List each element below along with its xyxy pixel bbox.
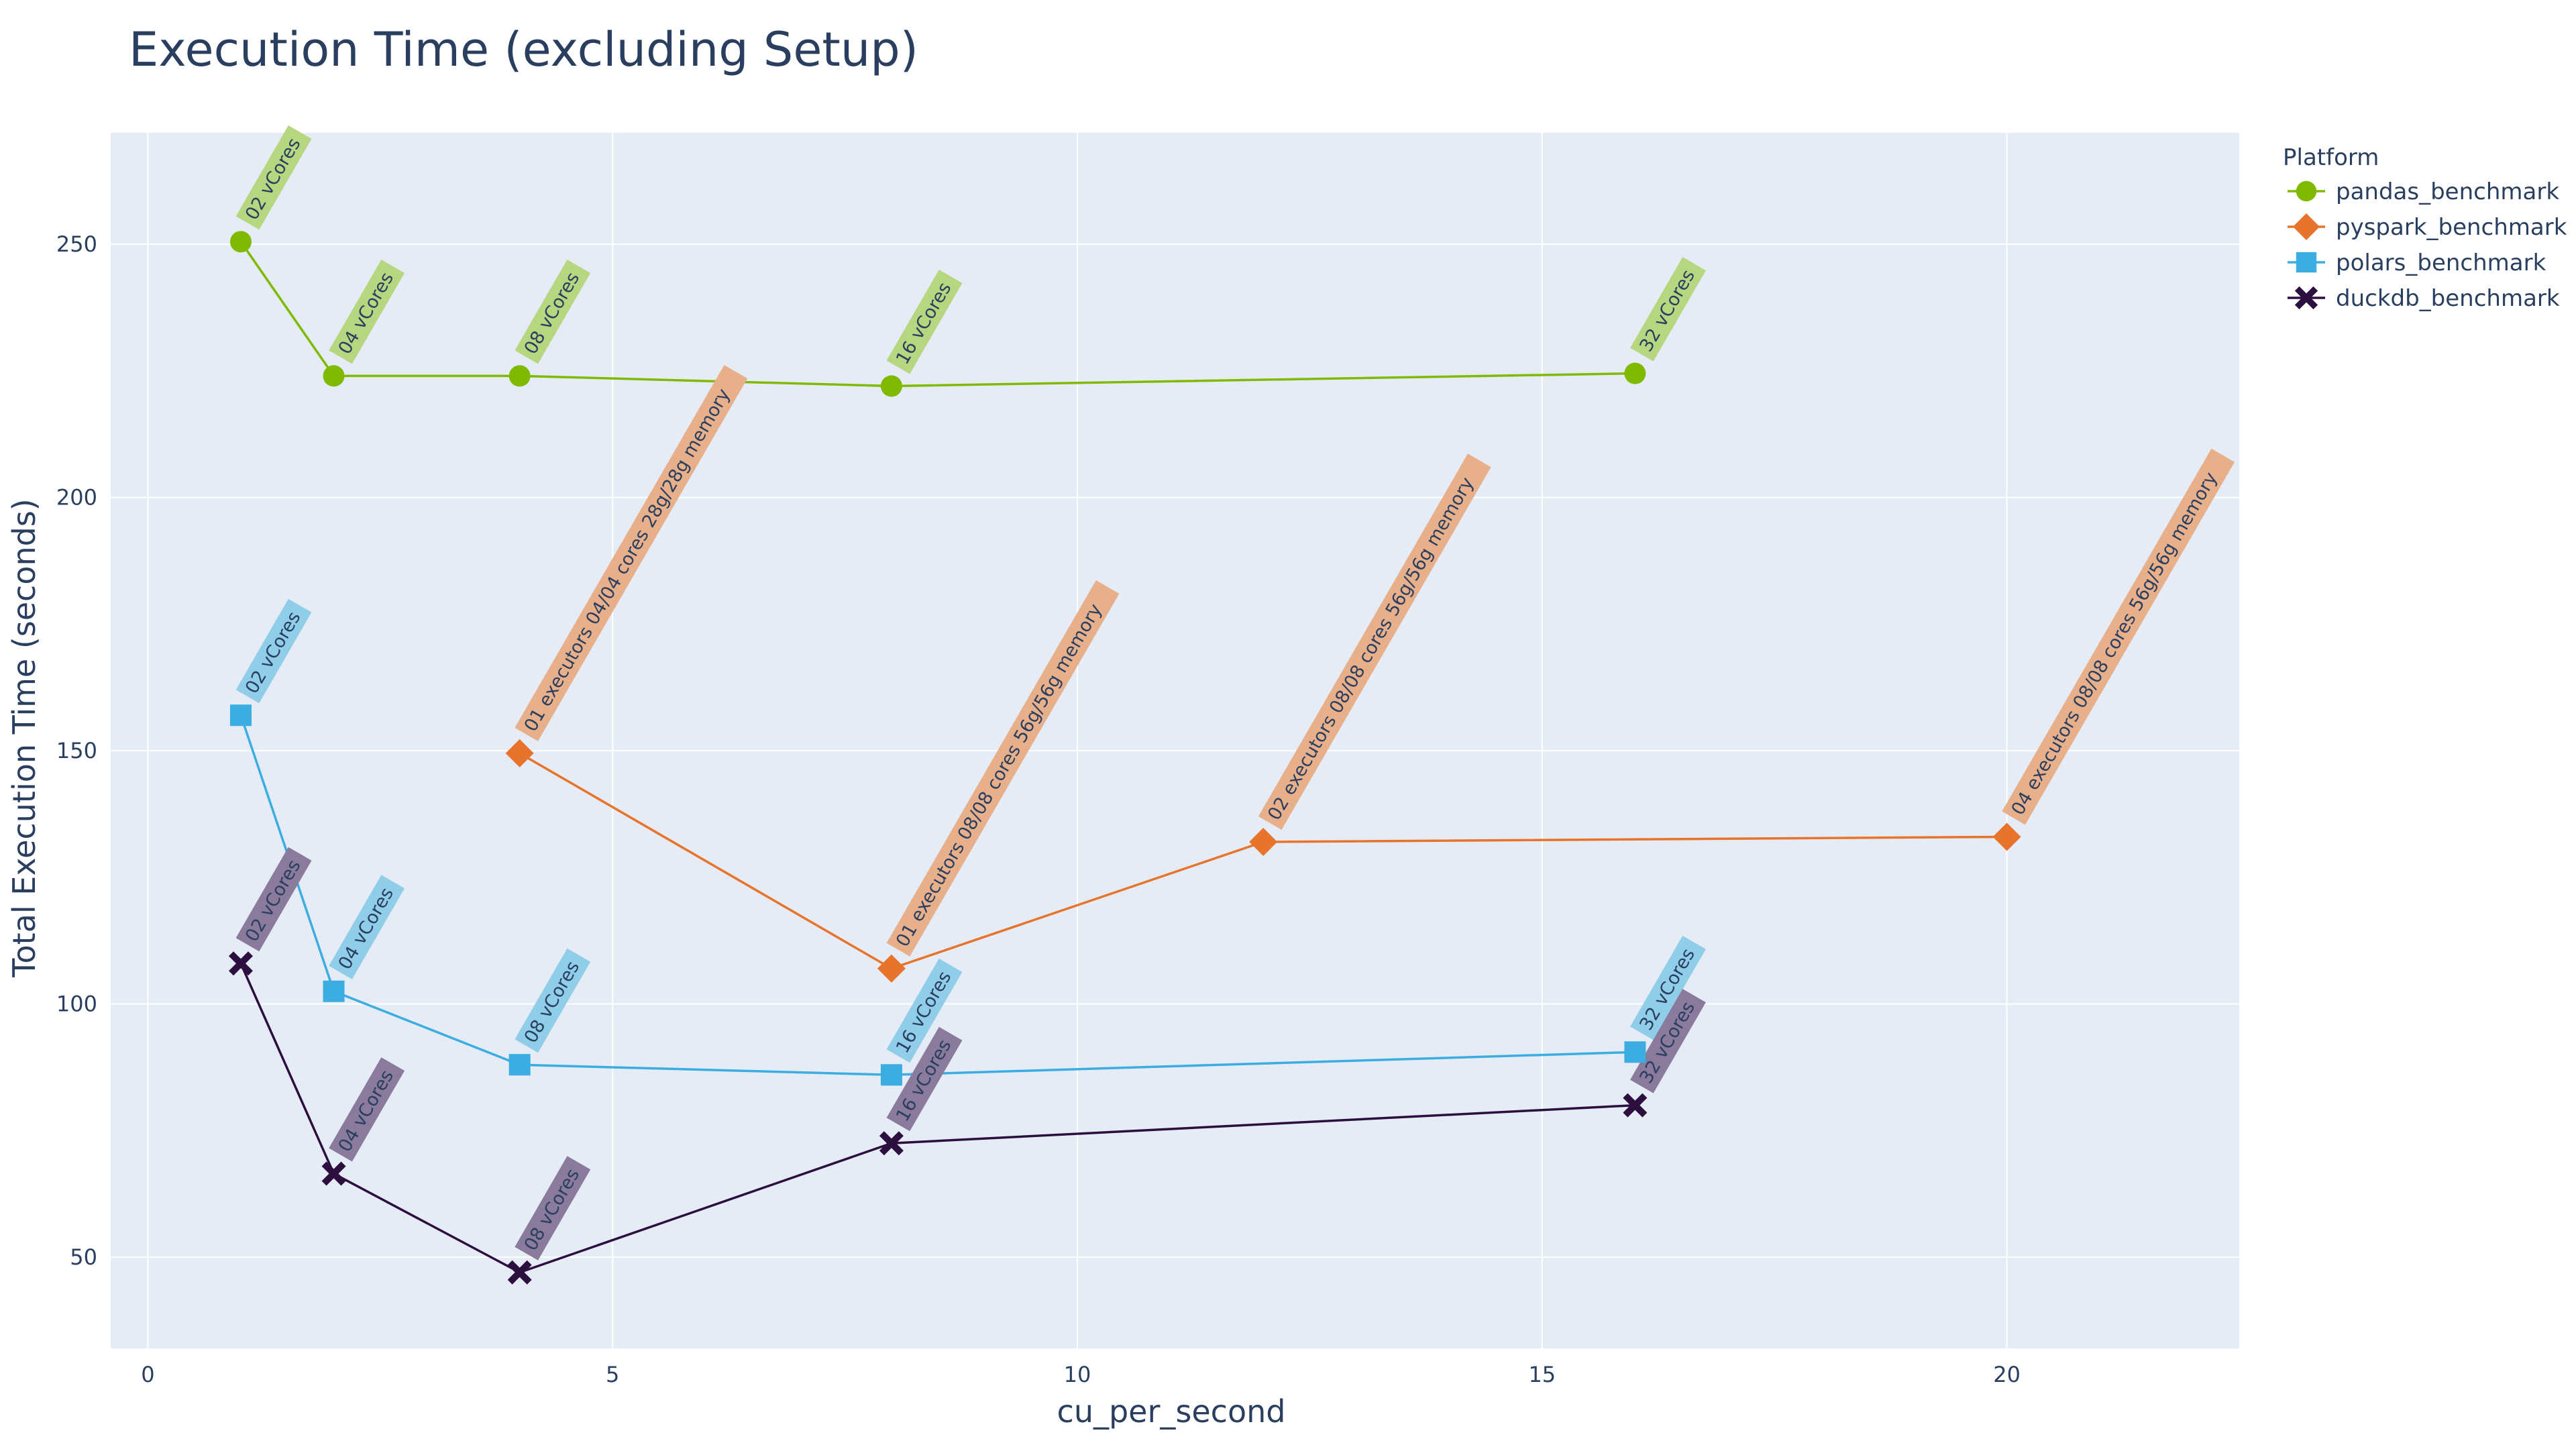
marker-pyspark-benchmark — [1992, 822, 2021, 851]
point-label-background — [515, 948, 591, 1053]
y-axis-ticks: 50 100 150 200 250 — [56, 231, 97, 1270]
y-tick-label: 250 — [56, 231, 97, 257]
x-axis-ticks: 0 5 10 15 20 — [141, 1362, 2021, 1387]
point-label-background — [235, 598, 312, 704]
legend-swatch-marker — [2294, 286, 2318, 310]
marker-pandas-benchmark — [508, 365, 531, 387]
marker-pyspark-benchmark — [1249, 828, 1278, 856]
y-axis-title: Total Execution Time (seconds) — [6, 498, 42, 978]
legend-item-pandas-benchmark: pandas_benchmark — [2288, 178, 2559, 205]
y-tick-label: 100 — [56, 991, 97, 1017]
marker-polars-benchmark — [508, 1054, 531, 1076]
marker-duckdb-benchmark — [879, 1131, 904, 1156]
point-label-background — [886, 958, 963, 1063]
marker-pyspark-benchmark — [505, 739, 534, 767]
y-tick-label: 200 — [56, 485, 97, 511]
y-tick-label: 50 — [70, 1244, 97, 1270]
x-tick-label: 10 — [1064, 1362, 1091, 1387]
point-label-background — [329, 1057, 405, 1162]
x-tick-label: 20 — [1993, 1362, 2021, 1387]
point-label-background — [515, 259, 591, 364]
grid-lines — [111, 133, 2239, 1348]
legend-item-duckdb-benchmark: duckdb_benchmark — [2288, 285, 2560, 312]
chart-title: Execution Time (excluding Setup) — [129, 22, 918, 77]
point-label-background — [329, 875, 405, 979]
point-label-background — [886, 580, 1120, 957]
marker-polars-benchmark — [323, 980, 345, 1002]
point-label-background — [329, 259, 405, 364]
point-label-background — [235, 125, 312, 230]
legend-item-pyspark-benchmark: pyspark_benchmark — [2288, 213, 2567, 241]
point-label-background — [235, 847, 312, 952]
y-tick-label: 150 — [56, 738, 97, 763]
x-axis-title: cu_per_second — [1057, 1393, 1286, 1430]
marker-pandas-benchmark — [1624, 362, 1646, 384]
series-line-pyspark-benchmark — [519, 752, 2007, 970]
marker-polars-benchmark — [229, 704, 252, 727]
legend-label: pandas_benchmark — [2336, 178, 2559, 205]
marker-pyspark-benchmark — [877, 954, 906, 983]
x-tick-label: 15 — [1528, 1362, 1556, 1387]
marker-pandas-benchmark — [880, 375, 902, 397]
marker-pandas-benchmark — [229, 231, 252, 253]
x-tick-label: 0 — [141, 1362, 154, 1387]
legend-item-polars-benchmark: polars_benchmark — [2288, 250, 2546, 276]
legend-label: duckdb_benchmark — [2336, 285, 2560, 312]
point-label-background — [515, 1156, 591, 1260]
legend-swatch-marker — [2296, 252, 2317, 273]
marker-polars-benchmark — [880, 1064, 902, 1086]
marker-duckdb-benchmark — [507, 1260, 532, 1285]
marker-polars-benchmark — [1624, 1041, 1646, 1063]
plot-area — [111, 133, 2239, 1348]
series-markers — [228, 231, 2021, 1285]
legend-swatch-marker — [2293, 213, 2320, 240]
legend-label: polars_benchmark — [2336, 250, 2546, 276]
point-label-background — [1630, 935, 1706, 1040]
x-tick-label: 5 — [606, 1362, 619, 1387]
point-label-background — [1258, 453, 1491, 830]
point-label-background — [515, 365, 748, 741]
legend: Platform pandas_benchmark pyspark_benchma… — [2283, 144, 2567, 312]
marker-duckdb-benchmark — [228, 951, 253, 976]
point-label-background — [2002, 448, 2235, 825]
legend-swatch-marker — [2296, 180, 2317, 202]
legend-label: pyspark_benchmark — [2336, 214, 2567, 241]
legend-title: Platform — [2283, 144, 2379, 171]
point-label-background — [1630, 989, 1706, 1093]
point-label-background — [886, 270, 963, 374]
marker-duckdb-benchmark — [321, 1161, 346, 1186]
marker-duckdb-benchmark — [1623, 1093, 1648, 1118]
point-label-background — [1630, 257, 1706, 362]
point-label-background — [886, 1026, 963, 1132]
marker-pandas-benchmark — [323, 365, 345, 387]
